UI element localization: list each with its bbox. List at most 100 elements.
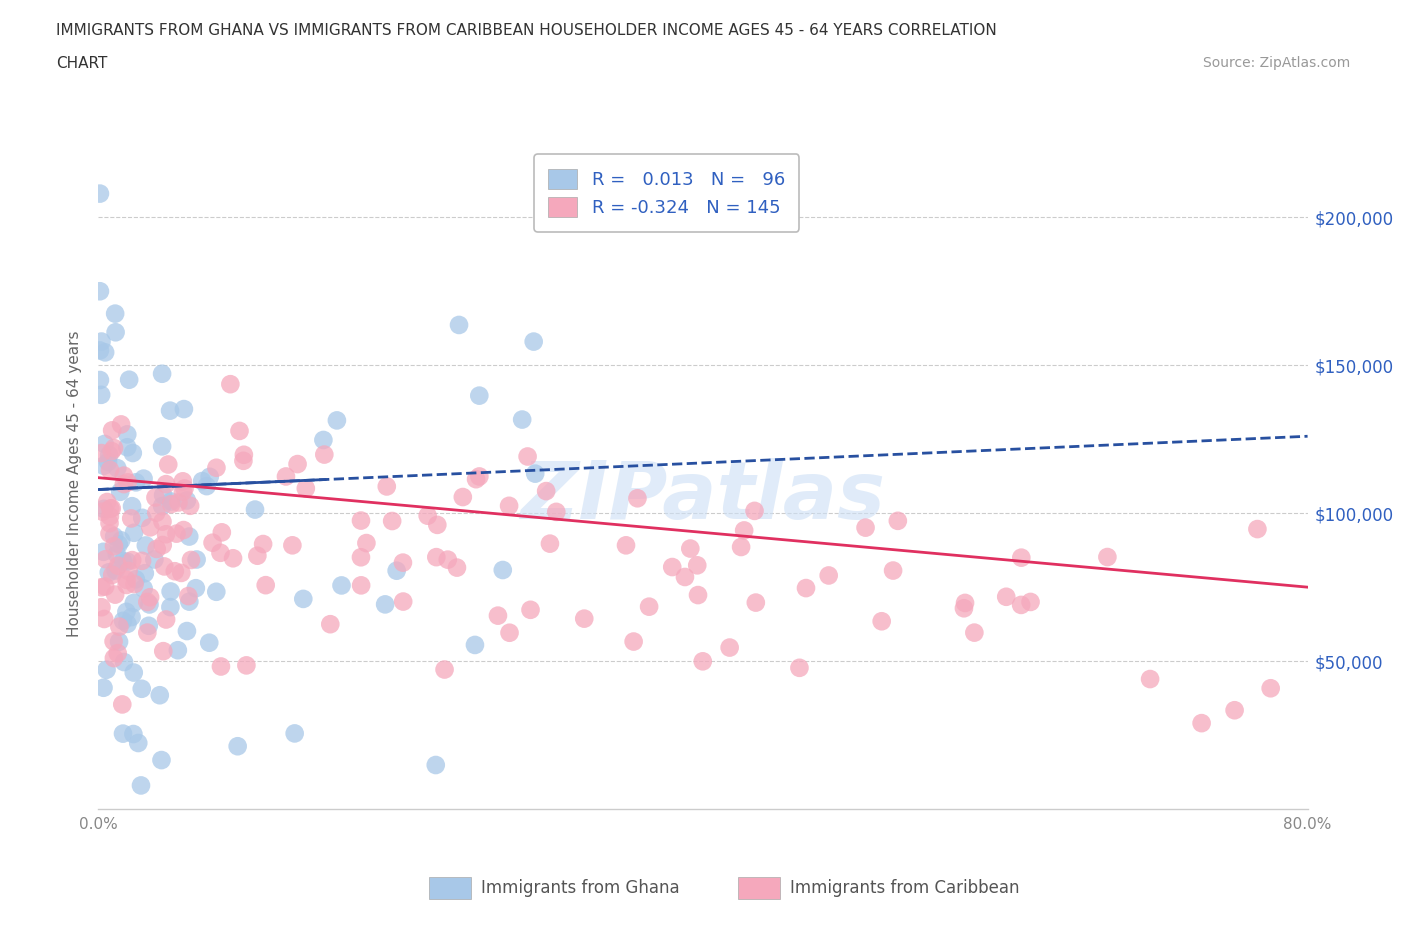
Point: [524, 466, 547, 481]
Point: [150, 439, 173, 454]
Point: [118, 372, 141, 387]
Point: [110, 485, 132, 499]
Point: [121, 498, 143, 513]
Point: [143, 552, 166, 567]
Point: [226, 738, 249, 753]
Point: [186, 552, 208, 567]
Point: [89, 343, 111, 358]
Point: [103, 441, 125, 456]
Point: [173, 402, 195, 417]
Point: [243, 502, 266, 517]
Point: [108, 634, 131, 649]
Point: [198, 635, 221, 650]
Point: [381, 513, 404, 528]
Point: [103, 634, 125, 649]
Point: [1019, 594, 1042, 609]
Point: [103, 651, 125, 666]
Point: [89, 373, 111, 388]
Point: [145, 541, 167, 556]
Text: Source: ZipAtlas.com: Source: ZipAtlas.com: [1202, 56, 1350, 70]
Point: [574, 611, 596, 626]
Point: [534, 484, 557, 498]
Point: [235, 658, 257, 672]
Point: [93, 612, 115, 627]
Point: [149, 688, 172, 703]
Point: [127, 736, 149, 751]
Point: [498, 625, 520, 640]
Point: [104, 587, 127, 602]
Point: [163, 564, 186, 578]
Point: [97, 455, 120, 470]
Point: [177, 589, 200, 604]
Point: [1223, 703, 1246, 718]
Point: [730, 539, 752, 554]
Point: [292, 591, 315, 606]
Point: [686, 558, 709, 573]
Point: [90, 388, 112, 403]
Point: [160, 497, 183, 512]
Point: [129, 778, 152, 793]
Point: [312, 432, 335, 447]
Point: [744, 503, 766, 518]
Point: [733, 523, 755, 538]
Point: [105, 547, 128, 562]
Point: [1010, 551, 1032, 565]
Point: [246, 549, 269, 564]
Point: [392, 594, 415, 609]
Point: [385, 564, 408, 578]
Point: [623, 634, 645, 649]
Point: [209, 545, 232, 560]
Point: [93, 544, 115, 559]
Point: [167, 495, 190, 510]
Point: [90, 334, 112, 349]
Point: [326, 413, 349, 428]
Point: [350, 513, 373, 528]
Point: [232, 447, 254, 462]
Point: [392, 555, 415, 570]
Point: [198, 470, 221, 485]
Point: [157, 457, 180, 472]
Point: [314, 447, 336, 462]
Point: [295, 481, 318, 496]
Point: [98, 447, 121, 462]
Point: [546, 504, 568, 519]
Point: [93, 501, 115, 516]
Point: [120, 511, 142, 525]
Point: [117, 617, 139, 631]
Point: [132, 581, 155, 596]
Point: [953, 595, 976, 610]
Point: [155, 477, 177, 492]
Point: [626, 491, 648, 506]
Point: [112, 477, 135, 492]
Point: [103, 529, 125, 544]
Point: [121, 552, 143, 567]
Point: [107, 645, 129, 660]
Point: [136, 594, 159, 609]
Point: [1191, 716, 1213, 731]
Point: [855, 520, 877, 535]
Point: [121, 445, 143, 460]
Point: [191, 473, 214, 488]
Point: [794, 580, 817, 595]
Point: [90, 579, 112, 594]
Point: [492, 563, 515, 578]
Point: [1010, 597, 1032, 612]
Point: [179, 498, 201, 513]
Point: [745, 595, 768, 610]
Point: [172, 474, 194, 489]
Point: [155, 526, 177, 541]
Point: [538, 537, 561, 551]
Point: [465, 472, 488, 486]
Point: [523, 334, 546, 349]
Point: [679, 541, 702, 556]
Point: [519, 603, 541, 618]
Point: [122, 595, 145, 610]
Point: [995, 590, 1018, 604]
Point: [152, 514, 174, 529]
Point: [94, 551, 117, 566]
Point: [134, 565, 156, 580]
Point: [103, 538, 125, 553]
Point: [252, 537, 274, 551]
Point: [104, 325, 127, 339]
Point: [718, 640, 741, 655]
